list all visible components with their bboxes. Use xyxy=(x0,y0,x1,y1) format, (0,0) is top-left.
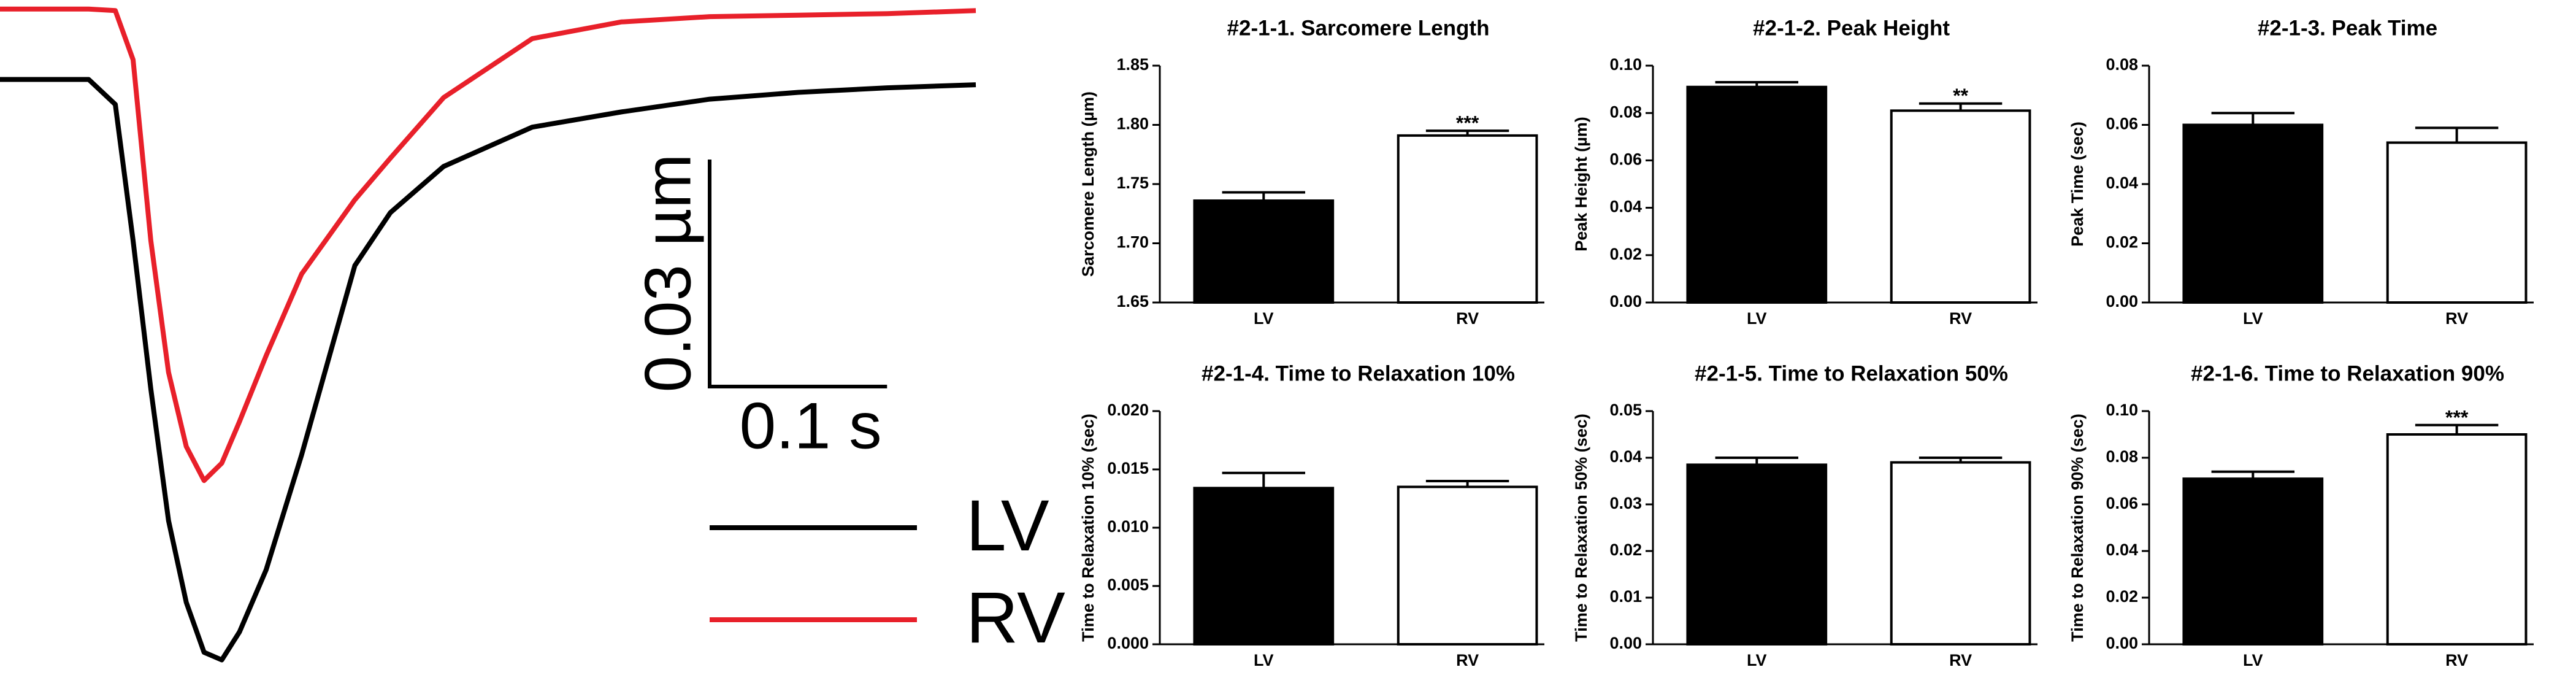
y-tick-label: 0.04 xyxy=(1609,447,1642,466)
y-axis-label: Sarcomere Length (µm) xyxy=(1079,91,1097,277)
y-tick-label: 0.04 xyxy=(2106,541,2138,559)
bar xyxy=(1890,109,2031,304)
y-axis-label: Time to Relaxation 50% (sec) xyxy=(1572,414,1590,642)
y-axis-label: Time to Relaxation 90% (sec) xyxy=(2068,414,2087,642)
y-tick-label: 0.02 xyxy=(2106,233,2138,252)
x-tick-label: RV xyxy=(2445,651,2468,669)
x-tick-label: RV xyxy=(1949,651,1972,669)
x-tick-label: LV xyxy=(1254,309,1274,328)
y-tick-label: 0.00 xyxy=(2106,292,2138,310)
bar xyxy=(2182,123,2324,304)
y-tick-label: 0.00 xyxy=(1609,634,1642,652)
y-tick-label: 0.08 xyxy=(1609,102,1642,121)
y-tick-label: 0.08 xyxy=(2106,447,2138,466)
bar xyxy=(1890,461,2031,646)
legend-label: LV xyxy=(966,485,1049,566)
y-tick-label: 0.06 xyxy=(1609,150,1642,169)
bar xyxy=(1686,463,1828,646)
y-tick-label: 0.020 xyxy=(1107,401,1149,419)
x-tick-label: LV xyxy=(2243,651,2263,669)
bar xyxy=(1193,487,1335,646)
bar xyxy=(2386,141,2528,304)
y-tick-label: 1.85 xyxy=(1116,55,1149,74)
y-tick-label: 0.05 xyxy=(1609,401,1642,419)
bar xyxy=(1397,134,1538,304)
x-tick-label: LV xyxy=(1254,651,1274,669)
y-tick-label: 0.00 xyxy=(2106,634,2138,652)
y-tick-label: 0.03 xyxy=(1609,494,1642,512)
y-axis-label: Peak Height (µm) xyxy=(1572,117,1590,252)
chart-title: #2-1-5. Time to Relaxation 50% xyxy=(1695,361,2008,385)
chart-title: #2-1-6. Time to Relaxation 90% xyxy=(2191,361,2504,385)
bar xyxy=(2182,477,2324,646)
legend-label: RV xyxy=(966,577,1065,658)
y-tick-label: 0.04 xyxy=(1609,198,1642,216)
x-tick-label: RV xyxy=(2445,309,2468,328)
significance: *** xyxy=(1456,112,1479,134)
x-tick-label: LV xyxy=(1747,651,1767,669)
y-tick-label: 0.06 xyxy=(2106,115,2138,133)
y-tick-label: 0.10 xyxy=(2106,401,2138,419)
bar xyxy=(2386,433,2528,646)
trace xyxy=(0,6,976,484)
scale-bar-y-label: 0.03 µm xyxy=(631,154,704,393)
chart-title: #2-1-2. Peak Height xyxy=(1753,16,1950,40)
x-tick-label: LV xyxy=(1747,309,1767,328)
bar xyxy=(1397,485,1538,646)
trace xyxy=(0,77,976,663)
y-axis-label: Time to Relaxation 10% (sec) xyxy=(1079,414,1097,642)
y-tick-label: 0.02 xyxy=(1609,245,1642,263)
y-tick-label: 1.65 xyxy=(1116,292,1149,310)
y-tick-label: 0.005 xyxy=(1107,576,1149,594)
bar xyxy=(1686,85,1828,304)
x-tick-label: LV xyxy=(2243,309,2263,328)
y-tick-label: 0.000 xyxy=(1107,634,1149,652)
y-tick-label: 0.06 xyxy=(2106,494,2138,512)
y-tick-label: 0.010 xyxy=(1107,517,1149,536)
chart-title: #2-1-1. Sarcomere Length xyxy=(1227,16,1490,40)
chart-title: #2-1-4. Time to Relaxation 10% xyxy=(1202,361,1515,385)
y-tick-label: 0.02 xyxy=(1609,541,1642,559)
y-tick-label: 0.02 xyxy=(2106,587,2138,606)
y-tick-label: 0.015 xyxy=(1107,459,1149,477)
scale-bar-x-label: 0.1 s xyxy=(740,388,882,462)
chart-title: #2-1-3. Peak Time xyxy=(2258,16,2437,40)
y-tick-label: 1.75 xyxy=(1116,174,1149,192)
y-tick-label: 0.00 xyxy=(1609,292,1642,310)
bar xyxy=(1193,199,1335,304)
y-tick-label: 0.10 xyxy=(1609,55,1642,74)
y-tick-label: 0.01 xyxy=(1609,587,1642,606)
x-tick-label: RV xyxy=(1456,651,1479,669)
y-axis-label: Peak Time (sec) xyxy=(2068,121,2087,247)
y-tick-label: 1.80 xyxy=(1116,115,1149,133)
significance: ** xyxy=(1953,85,1968,107)
y-tick-label: 0.04 xyxy=(2106,174,2138,192)
y-tick-label: 0.08 xyxy=(2106,55,2138,74)
x-tick-label: RV xyxy=(1949,309,1972,328)
x-tick-label: RV xyxy=(1456,309,1479,328)
y-tick-label: 1.70 xyxy=(1116,233,1149,252)
significance: *** xyxy=(2445,406,2469,428)
